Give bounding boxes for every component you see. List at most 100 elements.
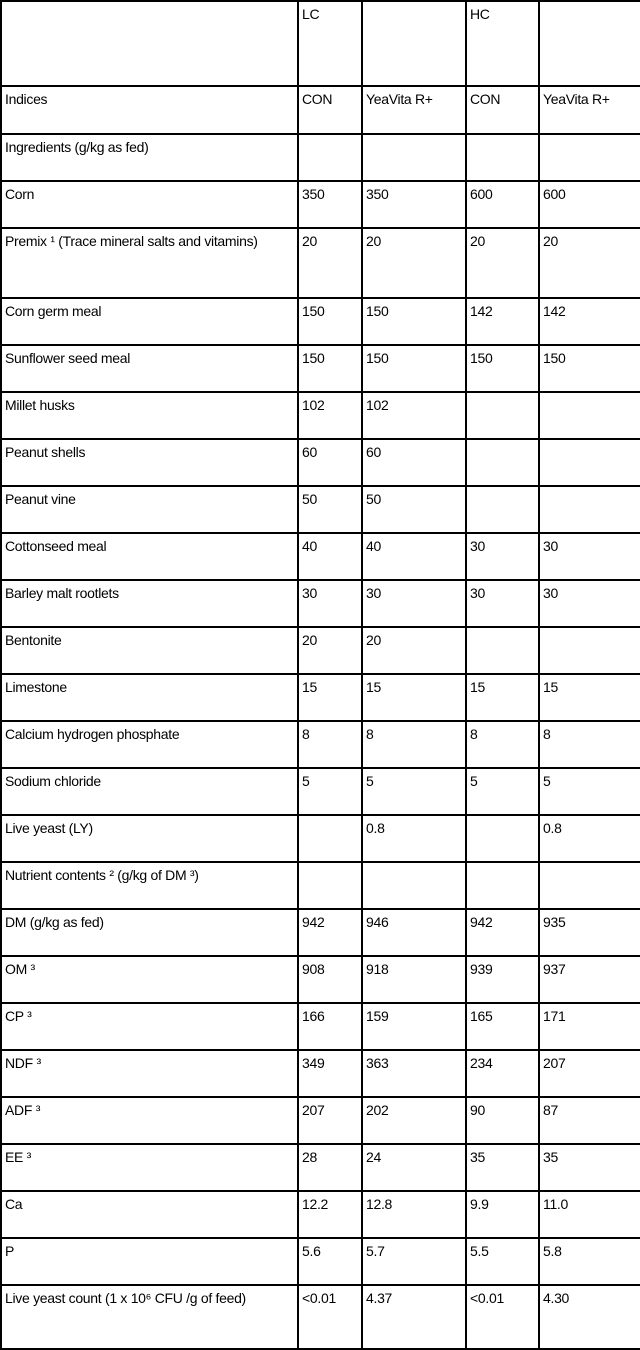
value-cell xyxy=(465,391,540,440)
value-cell xyxy=(465,814,540,863)
value-cell: 4.30 xyxy=(538,1284,640,1350)
value-cell: <0.01 xyxy=(465,1284,540,1350)
value-cell: 5.5 xyxy=(465,1237,540,1286)
value-cell: 600 xyxy=(465,180,540,229)
value-cell: 150 xyxy=(538,344,640,393)
value-cell: 102 xyxy=(297,391,363,440)
value-cell: 202 xyxy=(361,1096,467,1145)
column-header-hc-yeavita: YeaVita R+ xyxy=(538,85,640,135)
table-row: EE ³ 28 24 35 35 xyxy=(0,1143,640,1192)
value-cell: 150 xyxy=(361,297,467,346)
row-label: Bentonite xyxy=(0,626,299,675)
value-cell: 935 xyxy=(538,908,640,957)
value-cell: 60 xyxy=(297,438,363,487)
value-cell: 937 xyxy=(538,955,640,1004)
value-cell: 171 xyxy=(538,1002,640,1051)
value-cell: 40 xyxy=(361,532,467,581)
value-cell xyxy=(297,133,363,182)
value-cell: 15 xyxy=(297,673,363,722)
value-cell: 8 xyxy=(361,720,467,769)
value-cell xyxy=(465,861,540,910)
row-label: ADF ³ xyxy=(0,1096,299,1145)
row-label: NDF ³ xyxy=(0,1049,299,1098)
value-cell: 5 xyxy=(465,767,540,816)
table-row: Ca 12.2 12.8 9.9 11.0 xyxy=(0,1190,640,1239)
row-label: Live yeast (LY) xyxy=(0,814,299,863)
row-label: Ca xyxy=(0,1190,299,1239)
value-cell: 15 xyxy=(465,673,540,722)
value-cell xyxy=(361,133,467,182)
value-cell xyxy=(538,133,640,182)
value-cell xyxy=(361,861,467,910)
group-header-cell xyxy=(361,0,467,87)
value-cell: 600 xyxy=(538,180,640,229)
column-header-lc-yeavita: YeaVita R+ xyxy=(361,85,467,135)
table-row: Corn 350 350 600 600 xyxy=(0,180,640,229)
row-label: Corn germ meal xyxy=(0,297,299,346)
row-label: OM ³ xyxy=(0,955,299,1004)
table-row: Millet husks 102 102 xyxy=(0,391,640,440)
row-label: Sodium chloride xyxy=(0,767,299,816)
row-label: Nutrient contents ² (g/kg of DM ³) xyxy=(0,861,299,910)
value-cell: 28 xyxy=(297,1143,363,1192)
table-row: Limestone 15 15 15 15 xyxy=(0,673,640,722)
table-row: Peanut vine 50 50 xyxy=(0,485,640,534)
row-label: P xyxy=(0,1237,299,1286)
value-cell: 8 xyxy=(465,720,540,769)
table-row: Sodium chloride 5 5 5 5 xyxy=(0,767,640,816)
value-cell: 8 xyxy=(297,720,363,769)
value-cell: 166 xyxy=(297,1002,363,1051)
value-cell: 150 xyxy=(297,297,363,346)
row-label: CP ³ xyxy=(0,1002,299,1051)
value-cell: 4.37 xyxy=(361,1284,467,1350)
value-cell: 30 xyxy=(538,532,640,581)
value-cell: 942 xyxy=(465,908,540,957)
value-cell: 939 xyxy=(465,955,540,1004)
value-cell xyxy=(297,861,363,910)
value-cell: 150 xyxy=(297,344,363,393)
table-row: OM ³ 908 918 939 937 xyxy=(0,955,640,1004)
row-label: EE ³ xyxy=(0,1143,299,1192)
row-label: DM (g/kg as fed) xyxy=(0,908,299,957)
value-cell: 349 xyxy=(297,1049,363,1098)
value-cell: 234 xyxy=(465,1049,540,1098)
value-cell: 8 xyxy=(538,720,640,769)
row-label: Barley malt rootlets xyxy=(0,579,299,628)
value-cell: 5 xyxy=(361,767,467,816)
table-row: Corn germ meal 150 150 142 142 xyxy=(0,297,640,346)
value-cell: 20 xyxy=(361,227,467,299)
value-cell: 150 xyxy=(361,344,467,393)
value-cell: 207 xyxy=(538,1049,640,1098)
table-row: Sunflower seed meal 150 150 150 150 xyxy=(0,344,640,393)
value-cell: 35 xyxy=(538,1143,640,1192)
value-cell xyxy=(465,485,540,534)
value-cell: 350 xyxy=(297,180,363,229)
row-label: Limestone xyxy=(0,673,299,722)
value-cell: 30 xyxy=(465,579,540,628)
value-cell: 20 xyxy=(297,227,363,299)
value-cell: 30 xyxy=(361,579,467,628)
value-cell: 60 xyxy=(361,438,467,487)
value-cell: 5.8 xyxy=(538,1237,640,1286)
value-cell: 30 xyxy=(297,579,363,628)
value-cell: 946 xyxy=(361,908,467,957)
table-row: ADF ³ 207 202 90 87 xyxy=(0,1096,640,1145)
table-row: Cottonseed meal 40 40 30 30 xyxy=(0,532,640,581)
value-cell: 9.9 xyxy=(465,1190,540,1239)
table-row: Premix ¹ (Trace mineral salts and vitami… xyxy=(0,227,640,299)
table-row: Live yeast count (1 x 10⁶ CFU /g of feed… xyxy=(0,1284,640,1350)
value-cell: 0.8 xyxy=(361,814,467,863)
value-cell xyxy=(465,133,540,182)
row-label: Millet husks xyxy=(0,391,299,440)
column-header-indices: Indices xyxy=(0,85,299,135)
table-row: NDF ³ 349 363 234 207 xyxy=(0,1049,640,1098)
table-row: Calcium hydrogen phosphate 8 8 8 8 xyxy=(0,720,640,769)
value-cell: 20 xyxy=(465,227,540,299)
table-row: Ingredients (g/kg as fed) xyxy=(0,133,640,182)
value-cell: 11.0 xyxy=(538,1190,640,1239)
value-cell: 5 xyxy=(297,767,363,816)
row-label: Peanut vine xyxy=(0,485,299,534)
value-cell: 87 xyxy=(538,1096,640,1145)
value-cell: 142 xyxy=(538,297,640,346)
